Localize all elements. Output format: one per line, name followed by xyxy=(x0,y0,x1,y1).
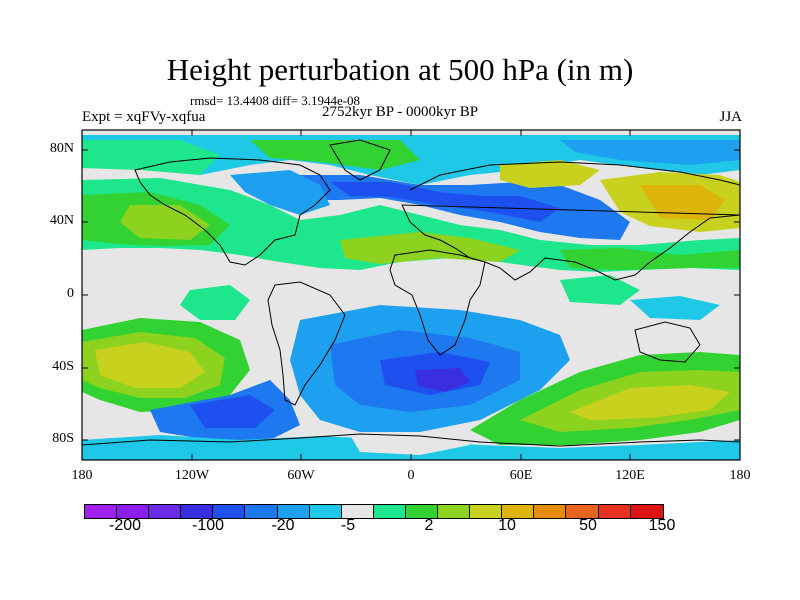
x-tick-label: 0 xyxy=(407,468,415,483)
field-region xyxy=(190,395,275,428)
x-tick-label: 60E xyxy=(509,468,533,483)
field-region xyxy=(95,342,205,388)
colorbar-swatch xyxy=(309,505,342,518)
experiment-label: Expt = xqFVy-xqfua xyxy=(82,109,206,125)
south-america-coast xyxy=(267,281,346,406)
field-region xyxy=(82,178,740,272)
antarctica-coast xyxy=(82,433,740,447)
period-label: 2752kyr BP - 0000kyr BP xyxy=(322,104,479,120)
field-region xyxy=(640,185,725,220)
australia-coast xyxy=(634,321,701,363)
colorbar-label: 50 xyxy=(579,517,597,534)
colorbar-label: -5 xyxy=(340,517,356,534)
colorbar-label: -200 xyxy=(108,517,142,534)
field-region xyxy=(230,170,330,215)
x-tick-label: 60W xyxy=(287,468,315,483)
stats-line: rmsd= 13.4408 diff= 3.1944e-08 xyxy=(190,93,361,108)
eurasia-coast xyxy=(401,161,740,281)
colorbar-swatch xyxy=(470,505,503,518)
colorbar-swatch xyxy=(181,505,214,518)
x-tick-label: 120W xyxy=(174,468,210,483)
colorbar-swatch xyxy=(630,505,663,518)
x-tick-label: 120E xyxy=(615,468,645,483)
y-tick-label: 80S xyxy=(52,431,74,446)
colorbar-swatch xyxy=(213,505,246,518)
field-region xyxy=(340,232,520,264)
colorbar-swatch xyxy=(117,505,150,518)
axis-ticks xyxy=(82,130,740,460)
greenland-coast xyxy=(329,139,391,181)
colorbar-swatch xyxy=(566,505,599,518)
colorbar-label: 150 xyxy=(648,517,676,534)
field-region xyxy=(560,140,740,165)
colorbar-swatch xyxy=(598,505,631,518)
field-region xyxy=(570,385,730,420)
colorbar-swatch xyxy=(502,505,535,518)
colorbar xyxy=(84,504,664,519)
colorbar-label: -20 xyxy=(271,517,295,534)
colorbar-swatch xyxy=(341,505,374,518)
field-region xyxy=(560,275,640,305)
x-tick-label: 180 xyxy=(71,468,93,483)
field-region xyxy=(120,205,210,240)
y-tick-label: 80N xyxy=(49,141,74,156)
colorbar-label: 2 xyxy=(424,517,434,534)
colorbar-swatch xyxy=(373,505,406,518)
colorbar-label: 10 xyxy=(498,517,516,534)
africa-coast xyxy=(389,249,486,356)
colorbar-swatch xyxy=(245,505,278,518)
field-region xyxy=(330,182,560,222)
field-region xyxy=(250,140,420,170)
colorbar-swatch xyxy=(534,505,567,518)
field-region xyxy=(82,140,220,175)
field-region xyxy=(560,248,740,270)
north-america-coast xyxy=(134,157,331,266)
y-tick-label: 0 xyxy=(67,286,74,301)
x-tick-label: 180 xyxy=(729,468,751,483)
field-region xyxy=(630,296,720,320)
field-region xyxy=(180,285,250,320)
colorbar-swatch xyxy=(149,505,182,518)
y-tick-label: 40N xyxy=(49,213,74,228)
colorbar-swatch xyxy=(438,505,471,518)
field-region xyxy=(415,368,470,392)
season-label: JJA xyxy=(719,109,742,125)
coastlines xyxy=(82,139,740,447)
colorbar-label: -100 xyxy=(191,517,225,534)
contour-field xyxy=(82,130,740,460)
colorbar-swatch xyxy=(277,505,310,518)
field-region xyxy=(500,160,600,188)
y-tick-label: 40S xyxy=(52,359,74,374)
plot-title: Height perturbation at 500 hPa (in m) xyxy=(166,52,634,87)
colorbar-swatch xyxy=(85,505,118,518)
colorbar-swatch xyxy=(405,505,439,518)
